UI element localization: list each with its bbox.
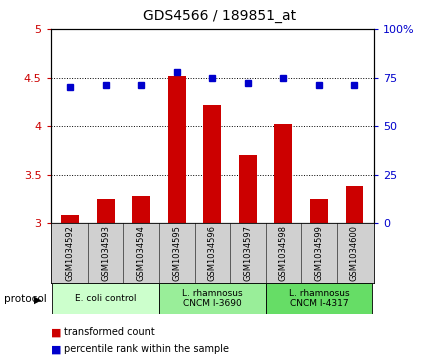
Bar [266, 283, 372, 314]
Bar [239, 155, 257, 223]
Text: protocol: protocol [4, 294, 47, 305]
Text: GSM1034595: GSM1034595 [172, 225, 181, 281]
Text: GSM1034594: GSM1034594 [137, 225, 146, 281]
Text: E. coli control: E. coli control [75, 294, 136, 303]
Text: GSM1034600: GSM1034600 [350, 225, 359, 281]
Text: GSM1034593: GSM1034593 [101, 225, 110, 281]
Text: L. rhamnosus
CNCM I-4317: L. rhamnosus CNCM I-4317 [289, 289, 349, 308]
Text: percentile rank within the sample: percentile rank within the sample [64, 344, 229, 354]
Text: GSM1034592: GSM1034592 [66, 225, 75, 281]
Text: GSM1034598: GSM1034598 [279, 225, 288, 281]
Bar [310, 199, 328, 223]
Text: GDS4566 / 189851_at: GDS4566 / 189851_at [143, 9, 297, 23]
Text: GSM1034596: GSM1034596 [208, 225, 217, 281]
Bar [52, 283, 159, 314]
Bar [97, 199, 114, 223]
Bar [159, 283, 266, 314]
Text: transformed count: transformed count [64, 327, 154, 337]
Bar [275, 124, 292, 223]
Bar [203, 105, 221, 223]
Text: GSM1034599: GSM1034599 [315, 225, 323, 281]
Bar [345, 186, 363, 223]
Bar [61, 216, 79, 223]
Text: ▶: ▶ [33, 294, 41, 305]
Bar [132, 196, 150, 223]
Text: L. rhamnosus
CNCM I-3690: L. rhamnosus CNCM I-3690 [182, 289, 242, 308]
Text: ■: ■ [51, 327, 61, 337]
Text: ■: ■ [51, 344, 61, 354]
Text: GSM1034597: GSM1034597 [243, 225, 252, 281]
Bar [168, 76, 186, 223]
